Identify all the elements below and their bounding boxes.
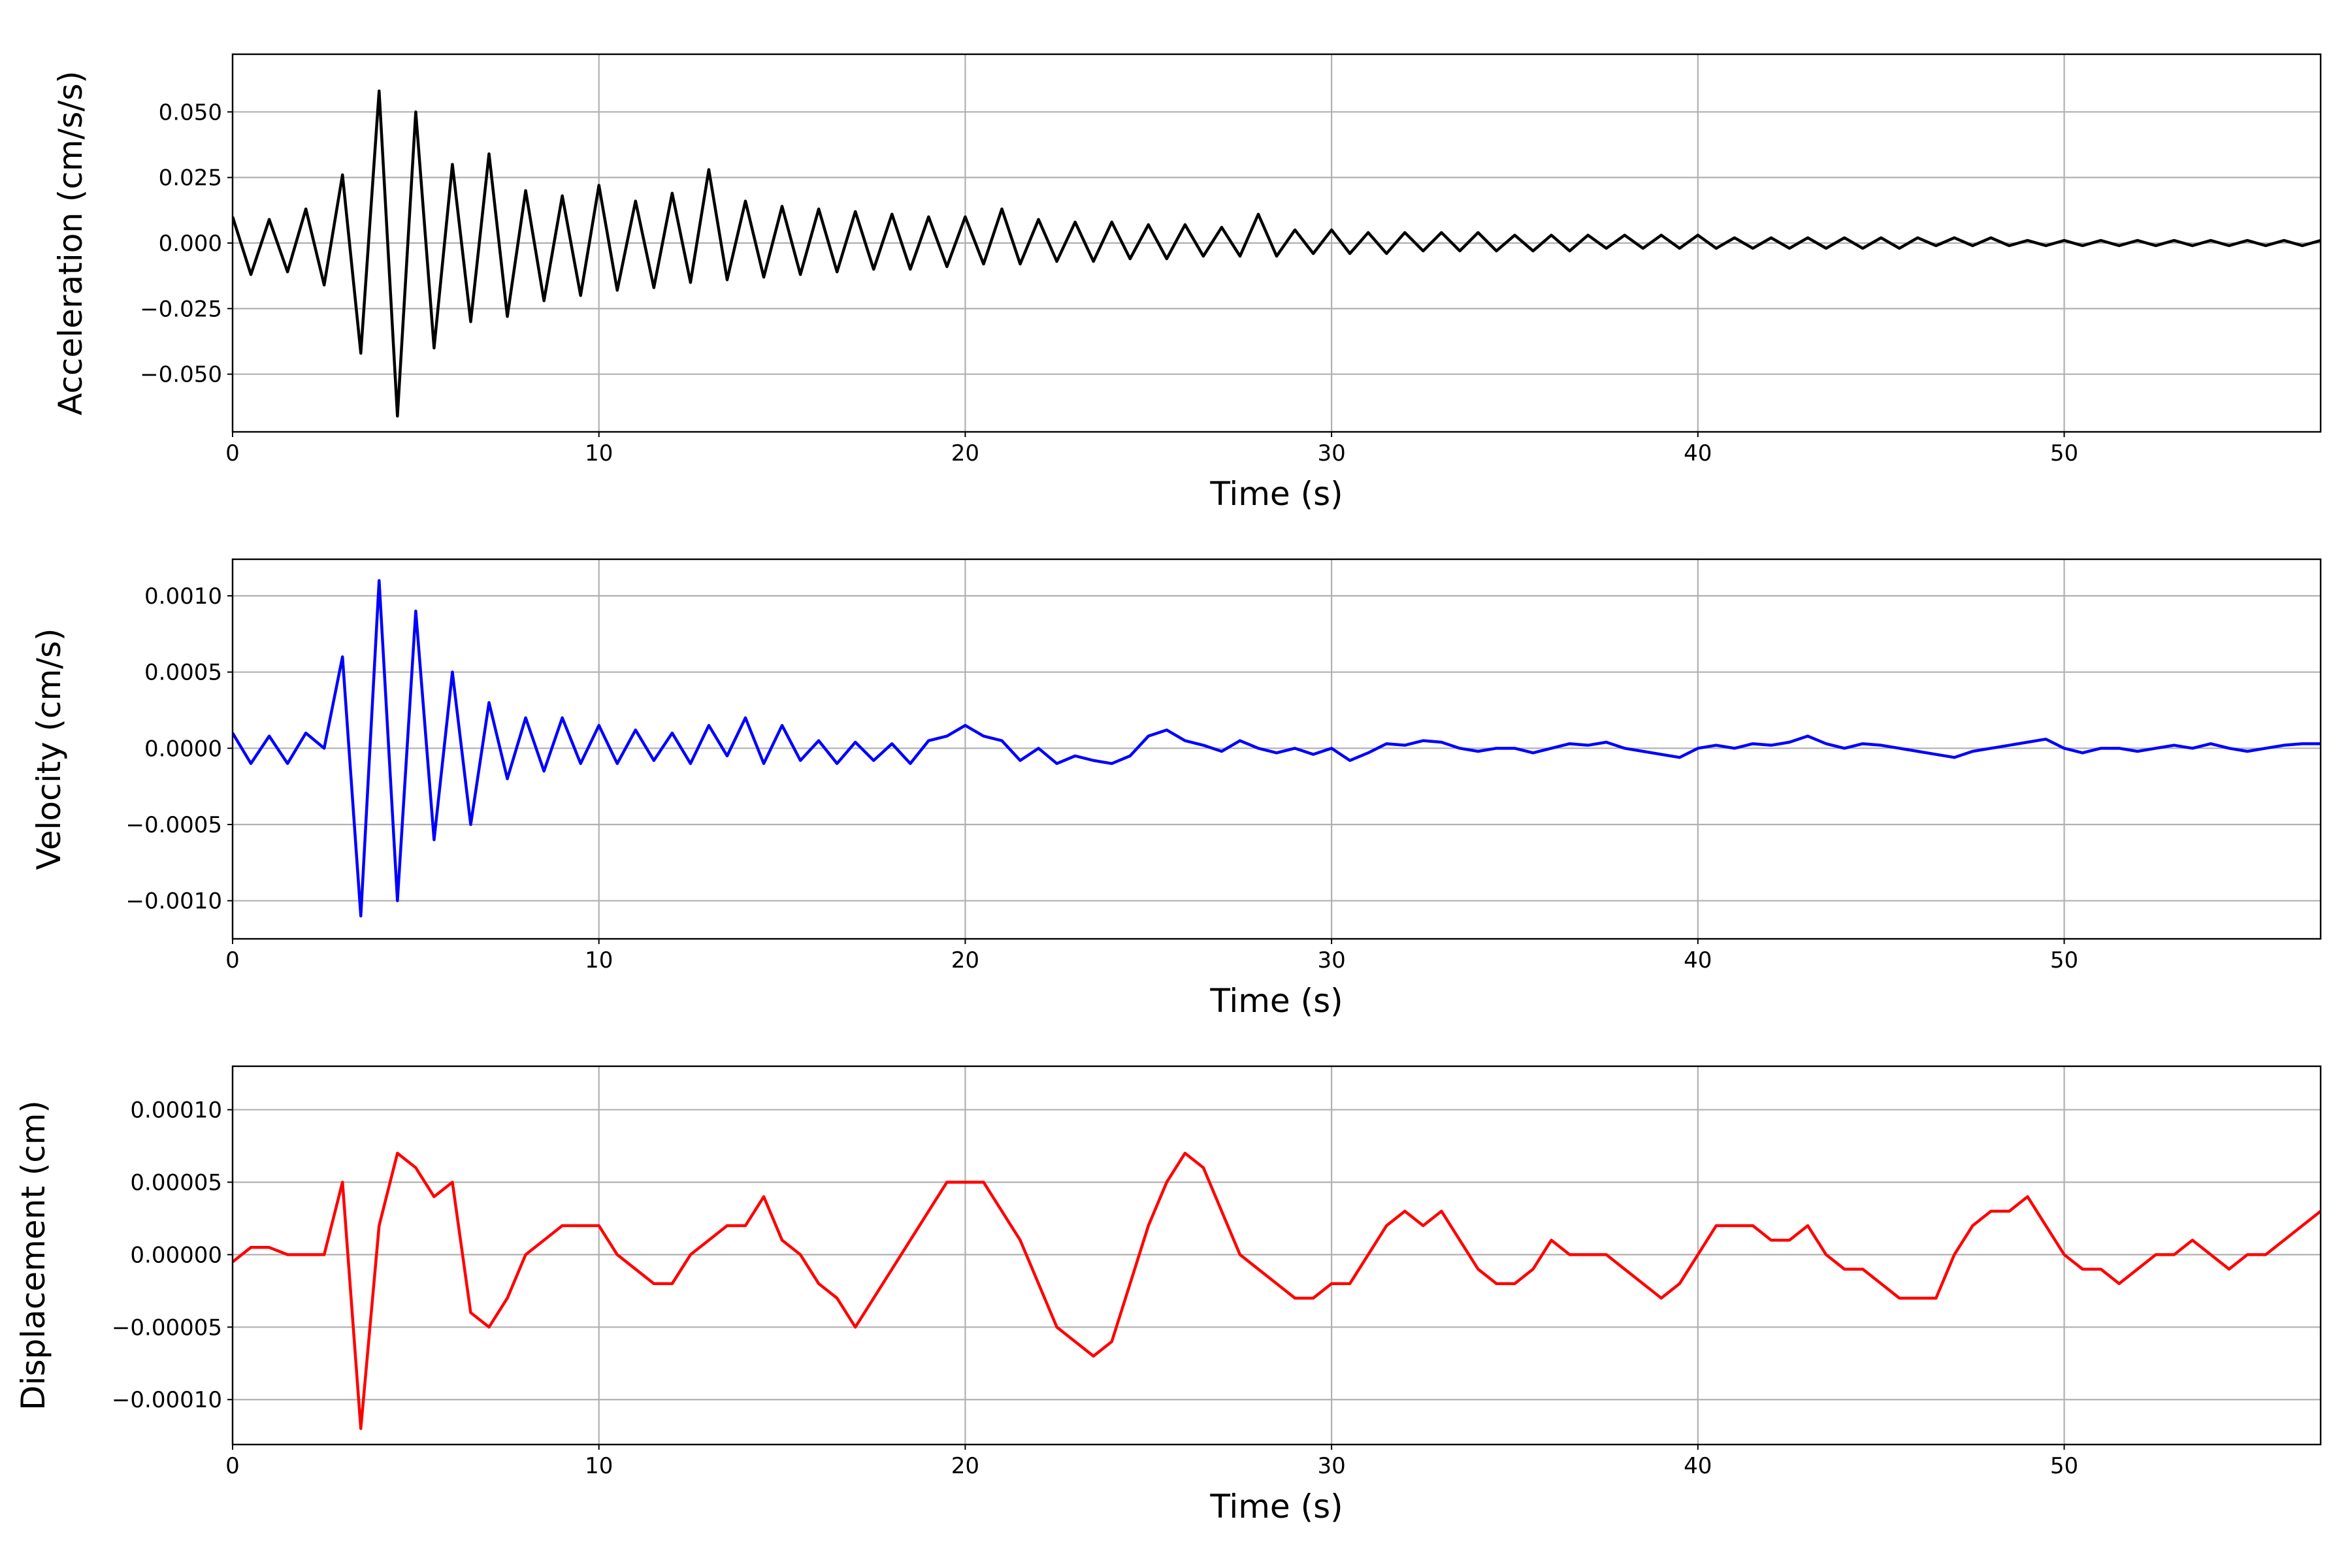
x-tick-label: 50	[2050, 440, 2078, 466]
x-tick-label: 50	[2050, 1453, 2078, 1479]
x-tick-label: 20	[951, 947, 979, 973]
y-axis-label: Displacement (cm)	[14, 1100, 52, 1411]
data-line	[233, 89, 2321, 418]
y-tick-label: 0.025	[159, 165, 222, 191]
y-tick-label: 0.00000	[130, 1242, 222, 1268]
x-tick-label: 40	[1684, 440, 1712, 466]
axes-frame	[231, 53, 2322, 433]
y-tick-label: 0.0000	[144, 736, 222, 762]
y-tick-label: 0.0005	[144, 660, 222, 686]
axes-frame	[231, 1065, 2322, 1446]
y-tick-label: −0.050	[140, 362, 222, 388]
x-tick-label: 0	[225, 947, 240, 973]
y-tick-label: −0.00010	[112, 1387, 222, 1413]
x-axis-label: Time (s)	[1209, 475, 1343, 513]
x-axis-label: Time (s)	[1209, 982, 1343, 1020]
x-tick-label: 40	[1684, 947, 1712, 973]
data-line	[233, 1151, 2321, 1430]
y-tick-label: 0.000	[159, 231, 222, 257]
x-tick-label: 20	[951, 1453, 979, 1479]
data-line	[233, 579, 2321, 918]
y-tick-label: 0.050	[159, 99, 222, 125]
x-tick-label: 10	[585, 440, 613, 466]
y-tick-label: 0.00005	[130, 1169, 222, 1196]
y-axis-label: Acceleration (cm/s/s)	[52, 71, 90, 416]
y-axis-label: Velocity (cm/s)	[30, 628, 68, 870]
y-tick-label: 0.0010	[144, 583, 222, 610]
axes-frame	[231, 558, 2322, 940]
x-tick-label: 20	[951, 440, 979, 466]
y-tick-label: 0.00010	[130, 1098, 222, 1124]
x-tick-label: 10	[585, 1453, 613, 1479]
x-tick-label: 30	[1317, 1453, 1345, 1479]
x-tick-label: 30	[1317, 440, 1345, 466]
x-tick-label: 30	[1317, 947, 1345, 973]
x-tick-label: 10	[585, 947, 613, 973]
y-tick-label: −0.025	[140, 296, 222, 322]
x-tick-label: 50	[2050, 947, 2078, 973]
y-tick-label: −0.0010	[126, 889, 222, 915]
x-tick-label: 0	[225, 1453, 240, 1479]
y-tick-label: −0.0005	[126, 812, 222, 838]
x-axis-label: Time (s)	[1209, 1488, 1343, 1526]
x-tick-label: 0	[225, 440, 240, 466]
x-tick-label: 40	[1684, 1453, 1712, 1479]
y-tick-label: −0.00005	[112, 1315, 222, 1341]
